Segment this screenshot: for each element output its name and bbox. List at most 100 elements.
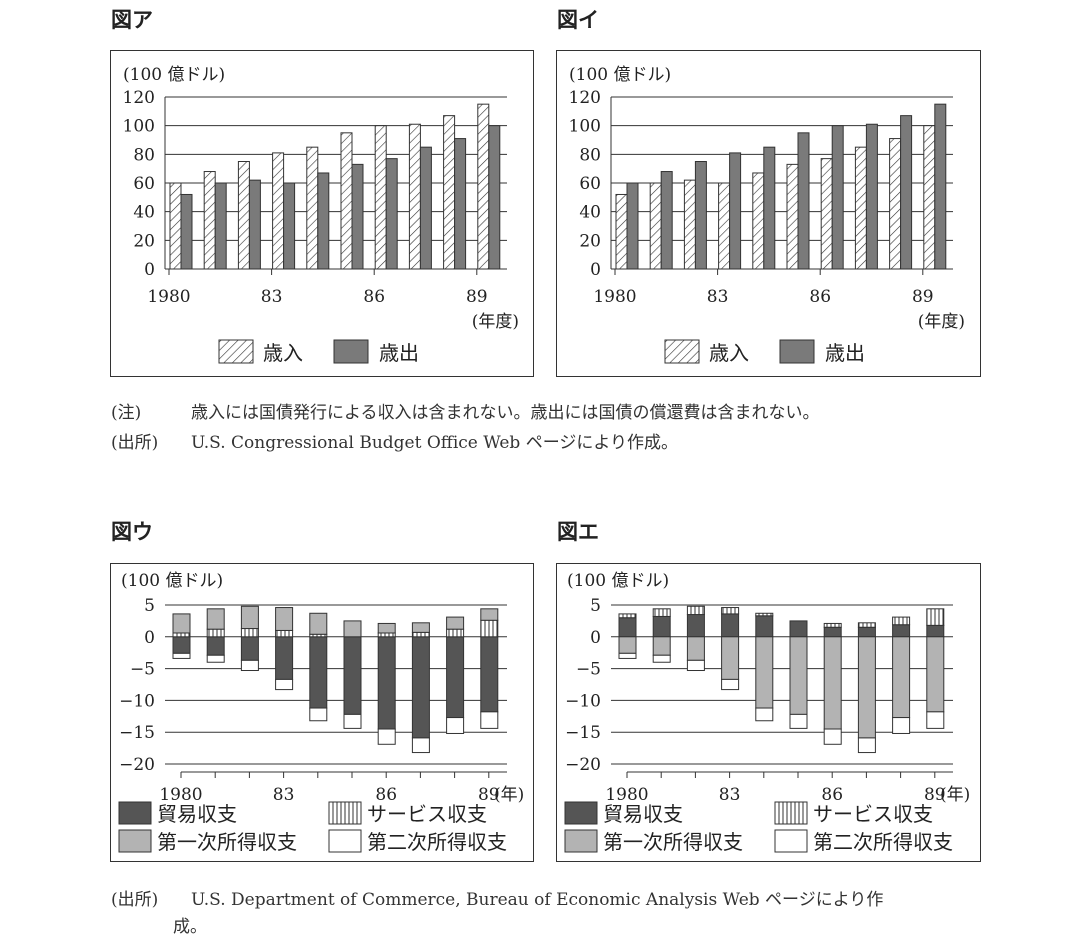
bar-expenditure bbox=[660, 171, 673, 270]
y-tick-label: −20 bbox=[119, 755, 155, 775]
legend-label: 貿易収支 bbox=[157, 802, 237, 826]
legend-swatch bbox=[328, 829, 362, 853]
bar-revenue bbox=[477, 103, 490, 270]
y-tick-label: −15 bbox=[565, 723, 601, 743]
bar-expenditure bbox=[454, 138, 467, 270]
bar-segment bbox=[926, 636, 945, 713]
bar-segment bbox=[926, 608, 945, 626]
bar-segment bbox=[686, 636, 705, 661]
bar-segment bbox=[377, 636, 396, 730]
chart-a: (100 億ドル) 0 20 40 60 80 100 120 1980 83 86 89 (年度) 歳入… bbox=[123, 65, 519, 365]
bar-segment bbox=[309, 612, 328, 635]
bar-segment bbox=[652, 636, 671, 656]
bar-segment bbox=[275, 678, 294, 691]
bar-expenditure bbox=[317, 172, 330, 270]
bar-segment bbox=[823, 626, 842, 638]
bar-segment bbox=[275, 629, 294, 638]
y-tick-label: 120 bbox=[569, 88, 601, 108]
x-tick-label: 89 bbox=[912, 287, 934, 307]
legend-swatch-revenue bbox=[664, 339, 700, 364]
source-text-bottom: U.S. Department of Commerce, Bureau of E… bbox=[191, 890, 884, 910]
bar-revenue bbox=[237, 161, 250, 270]
chart-frame-i: (100 億ドル) 0 20 40 60 80 100 120 1980 83 86 89 (年度) 歳入… bbox=[556, 50, 981, 377]
y-tick-label: 80 bbox=[133, 145, 155, 165]
bar-revenue bbox=[923, 125, 936, 270]
y-tick-label: 80 bbox=[579, 145, 601, 165]
bar-expenditure bbox=[283, 182, 296, 270]
bar-segment bbox=[892, 624, 911, 638]
bar-revenue bbox=[854, 146, 867, 270]
y-tick-label: 60 bbox=[133, 174, 155, 194]
bar-revenue bbox=[889, 138, 902, 270]
y-tick-label: 60 bbox=[579, 174, 601, 194]
bar-expenditure bbox=[797, 132, 810, 270]
chart-frame-e: (100 億ドル) 5 0 −5 −10 −15 −20 1980 83 86 89 (年) 貿易収支 サ… bbox=[556, 563, 981, 862]
bar-segment bbox=[652, 608, 671, 617]
y-tick-label: −20 bbox=[565, 755, 601, 775]
legend-label: 貿易収支 bbox=[603, 802, 683, 826]
bar-expenditure bbox=[214, 182, 227, 270]
x-axis-unit: (年度) bbox=[472, 312, 519, 332]
bar-revenue bbox=[649, 182, 662, 270]
x-axis-unit: (年) bbox=[940, 785, 970, 805]
bar-segment bbox=[823, 636, 842, 730]
bar-segment bbox=[343, 636, 362, 715]
bar-expenditure bbox=[763, 146, 776, 270]
x-tick-label: 86 bbox=[363, 287, 385, 307]
legend-label: 第二次所得収支 bbox=[367, 830, 507, 854]
bar-segment bbox=[172, 613, 191, 634]
bar-segment bbox=[411, 636, 430, 739]
bar-segment bbox=[892, 616, 911, 626]
bar-segment bbox=[206, 654, 225, 663]
bar-segment bbox=[618, 636, 637, 654]
bar-revenue bbox=[683, 179, 696, 270]
bar-segment bbox=[618, 617, 637, 638]
x-tick-label: 83 bbox=[719, 785, 741, 805]
bar-segment bbox=[652, 615, 671, 638]
bar-segment bbox=[446, 616, 465, 630]
x-tick-label: 83 bbox=[273, 785, 295, 805]
bar-segment bbox=[309, 636, 328, 709]
bar-segment bbox=[446, 636, 465, 719]
bar-expenditure bbox=[934, 103, 947, 270]
bar-segment bbox=[411, 622, 430, 633]
x-tick-label: 86 bbox=[821, 785, 843, 805]
source-line-top: (出所) U.S. Congressional Budget Office Web… bbox=[111, 428, 678, 453]
bar-segment bbox=[686, 614, 705, 638]
unit-label: (100 億ドル) bbox=[121, 571, 223, 591]
bar-revenue bbox=[786, 163, 799, 270]
y-tick-label: 0 bbox=[144, 628, 155, 648]
bar-segment bbox=[652, 654, 671, 663]
bar-revenue bbox=[306, 146, 319, 270]
bar-segment bbox=[892, 717, 911, 734]
bar-segment bbox=[686, 659, 705, 672]
bar-segment bbox=[240, 628, 259, 638]
bar-segment bbox=[275, 636, 294, 680]
bar-segment bbox=[686, 605, 705, 616]
bar-segment bbox=[857, 636, 876, 739]
bar-segment bbox=[721, 607, 740, 615]
bar-segment bbox=[240, 605, 259, 630]
bar-segment bbox=[755, 612, 774, 617]
source-line-bottom: (出所) U.S. Department of Commerce, Bureau … bbox=[111, 885, 883, 910]
y-tick-label: 0 bbox=[590, 260, 601, 280]
bar-segment bbox=[240, 659, 259, 672]
y-tick-label: −15 bbox=[119, 723, 155, 743]
bar-revenue bbox=[615, 193, 628, 270]
bar-segment bbox=[857, 626, 876, 638]
bar-revenue bbox=[203, 171, 216, 270]
y-tick-label: 120 bbox=[123, 88, 155, 108]
bar-segment bbox=[172, 636, 191, 654]
legend-label: 第一次所得収支 bbox=[157, 830, 297, 854]
bar-segment bbox=[343, 620, 362, 638]
bar-expenditure bbox=[626, 182, 639, 270]
bar-segment bbox=[411, 631, 430, 638]
unit-label: (100 億ドル) bbox=[569, 65, 671, 85]
unit-label: (100 億ドル) bbox=[567, 571, 669, 591]
legend-swatch bbox=[774, 829, 808, 853]
source-line-bottom-cont: 成。 bbox=[173, 912, 207, 937]
bar-revenue bbox=[272, 152, 285, 270]
bar-expenditure bbox=[419, 146, 432, 270]
x-tick-label: 83 bbox=[707, 287, 729, 307]
legend-swatch-expenditure bbox=[333, 339, 369, 364]
